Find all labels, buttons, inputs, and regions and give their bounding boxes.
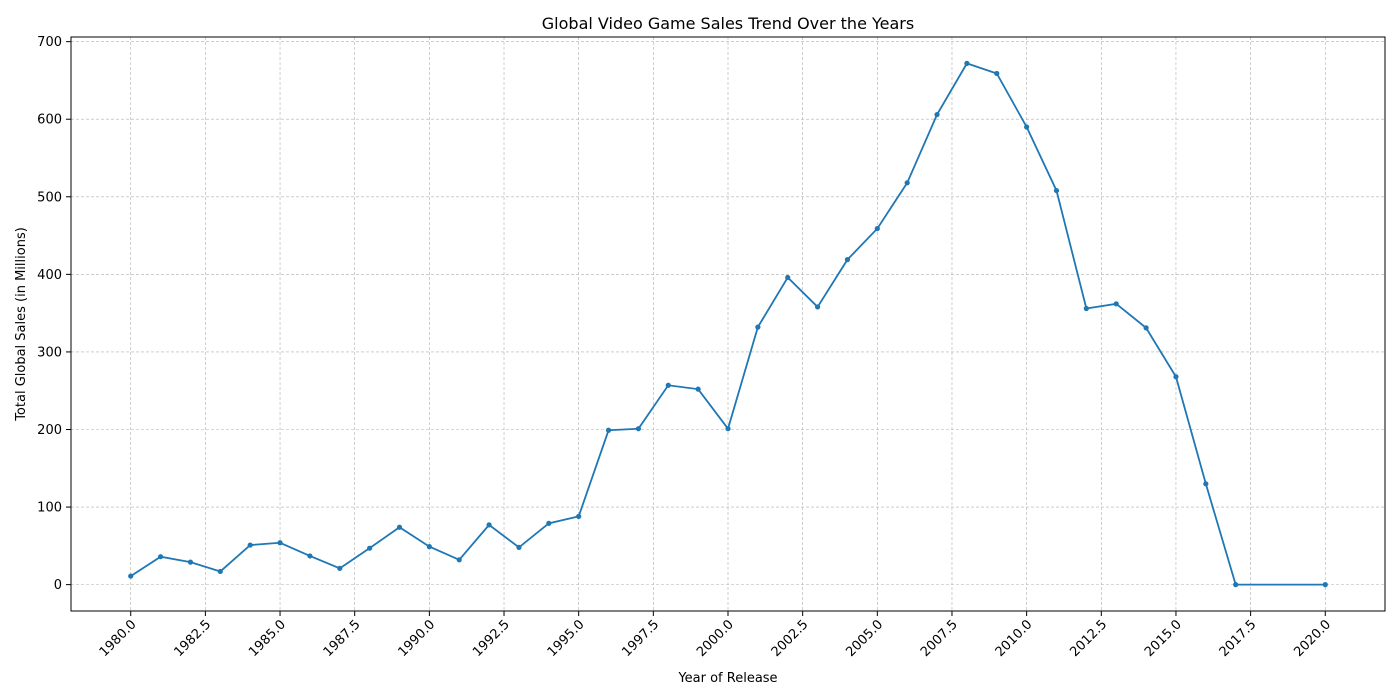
data-point [426, 544, 432, 550]
chart-title: Global Video Game Sales Trend Over the Y… [542, 14, 914, 33]
y-tick-label: 100 [37, 501, 62, 516]
data-point [1053, 187, 1060, 194]
y-tick-label: 400 [37, 268, 62, 283]
data-point [456, 557, 462, 563]
y-tick-label: 700 [37, 35, 62, 50]
data-point [576, 513, 582, 519]
data-point [128, 573, 134, 579]
data-point [665, 382, 671, 388]
data-point [605, 427, 612, 433]
data-point [1024, 124, 1030, 130]
y-tick-label: 600 [37, 113, 62, 128]
data-point [755, 324, 761, 330]
data-point [934, 111, 940, 118]
data-point [157, 554, 164, 560]
data-point [1143, 325, 1149, 331]
series [128, 60, 1328, 588]
y-tick-label: 200 [37, 423, 62, 438]
data-point [695, 386, 701, 392]
data-point [964, 60, 970, 66]
data-point [546, 520, 552, 526]
data-point [785, 274, 791, 281]
data-point [486, 522, 492, 528]
data-point [187, 559, 194, 565]
y-axis-ticks: 0 100 200 300 400 500 600 700 [37, 35, 71, 593]
data-point [1173, 374, 1179, 380]
data-point [1322, 582, 1328, 588]
data-point [844, 257, 851, 263]
data-point [337, 565, 343, 571]
data-point [874, 225, 880, 232]
y-tick-label: 500 [37, 190, 62, 205]
data-point [396, 524, 403, 530]
data-point [1233, 582, 1239, 588]
data-point [1203, 481, 1209, 487]
data-point [814, 304, 821, 310]
data-point [277, 540, 283, 546]
data-point [725, 426, 731, 432]
data-point [516, 544, 522, 550]
data-point [367, 545, 373, 551]
data-point [994, 70, 1000, 77]
y-tick-label: 0 [54, 578, 62, 593]
data-point [1113, 301, 1119, 307]
data-point [217, 568, 223, 575]
data-point [904, 180, 910, 186]
data-point [1083, 305, 1089, 312]
data-point [247, 542, 253, 548]
y-tick-label: 300 [37, 345, 62, 360]
y-axis-label: Total Global Sales (in Millions) [14, 227, 29, 422]
x-axis-label: Year of Release [677, 671, 777, 686]
data-point [635, 426, 642, 432]
data-point [307, 553, 313, 559]
